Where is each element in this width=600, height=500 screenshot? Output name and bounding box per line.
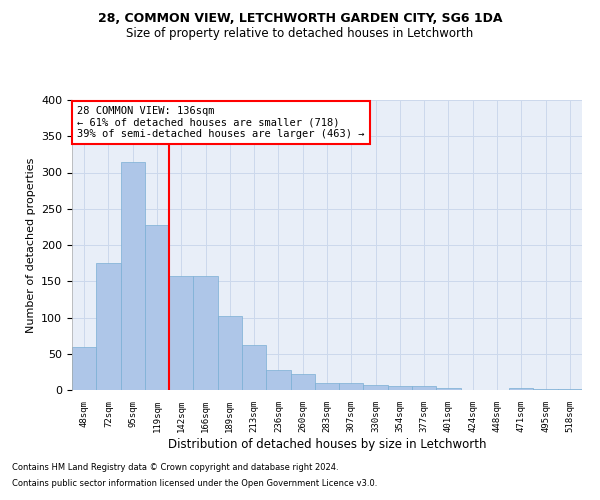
Text: 28, COMMON VIEW, LETCHWORTH GARDEN CITY, SG6 1DA: 28, COMMON VIEW, LETCHWORTH GARDEN CITY,… <box>98 12 502 26</box>
Bar <box>558 388 582 390</box>
Bar <box>121 162 145 390</box>
Bar <box>339 383 364 390</box>
Bar <box>193 276 218 390</box>
Bar <box>388 386 412 390</box>
Bar <box>315 383 339 390</box>
Bar <box>509 388 533 390</box>
Bar <box>412 386 436 390</box>
Bar <box>242 345 266 390</box>
X-axis label: Distribution of detached houses by size in Letchworth: Distribution of detached houses by size … <box>168 438 486 450</box>
Bar <box>96 263 121 390</box>
Bar <box>290 374 315 390</box>
Text: Contains public sector information licensed under the Open Government Licence v3: Contains public sector information licen… <box>12 478 377 488</box>
Text: 28 COMMON VIEW: 136sqm
← 61% of detached houses are smaller (718)
39% of semi-de: 28 COMMON VIEW: 136sqm ← 61% of detached… <box>77 106 365 139</box>
Bar <box>533 388 558 390</box>
Bar <box>266 370 290 390</box>
Bar <box>72 346 96 390</box>
Bar <box>169 276 193 390</box>
Bar <box>436 388 461 390</box>
Y-axis label: Number of detached properties: Number of detached properties <box>26 158 35 332</box>
Bar <box>145 224 169 390</box>
Bar <box>364 385 388 390</box>
Text: Size of property relative to detached houses in Letchworth: Size of property relative to detached ho… <box>127 28 473 40</box>
Bar <box>218 316 242 390</box>
Text: Contains HM Land Registry data © Crown copyright and database right 2024.: Contains HM Land Registry data © Crown c… <box>12 464 338 472</box>
